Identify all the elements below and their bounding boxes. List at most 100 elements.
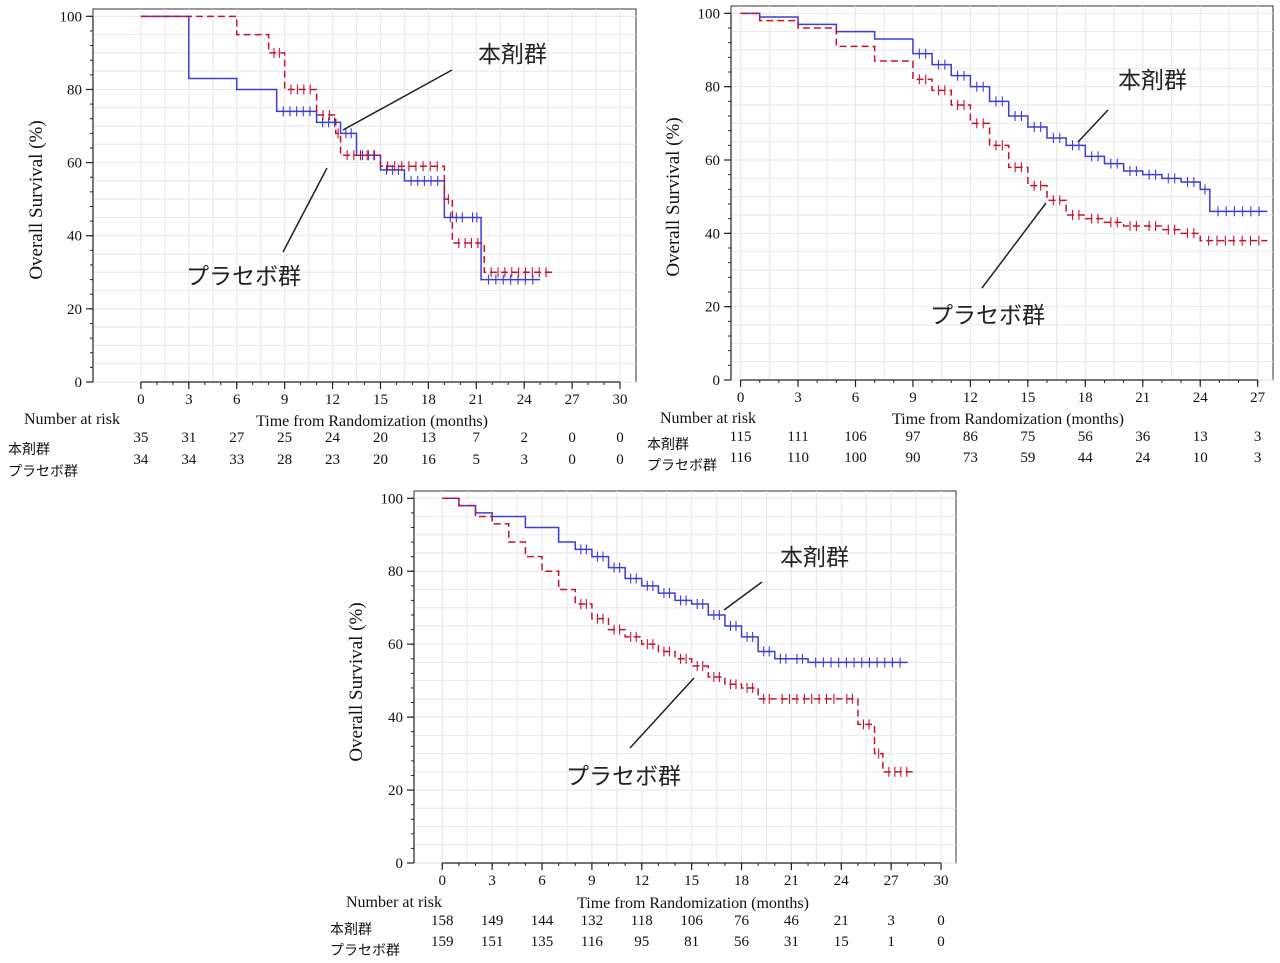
risk-value-placebo: 116	[581, 934, 603, 950]
y-tick-label: 60	[705, 153, 720, 169]
x-tick-label: 0	[439, 873, 447, 889]
risk-value-drug: 0	[937, 913, 945, 929]
risk-value-placebo: 3	[520, 452, 528, 468]
risk-row-label-placebo: プラセボ群	[8, 464, 78, 480]
y-tick-label: 40	[705, 226, 720, 242]
risk-value-drug: 25	[277, 430, 292, 446]
risk-value-drug: 24	[325, 430, 341, 446]
risk-value-drug: 35	[133, 430, 148, 446]
risk-row-label-drug: 本剤群	[8, 442, 50, 458]
risk-value-placebo: 159	[431, 934, 454, 950]
x-axis-label: Time from Randomization (months)	[256, 413, 488, 430]
annotation-pointer-placebo	[629, 677, 695, 749]
risk-value-drug: 3	[1254, 429, 1262, 445]
risk-value-placebo: 3	[1254, 450, 1262, 466]
number-at-risk-header: Number at risk	[24, 411, 120, 428]
risk-value-drug: 106	[680, 913, 703, 929]
annotation-drug: 本剤群	[780, 545, 849, 570]
x-tick-label: 12	[963, 390, 978, 406]
risk-value-placebo: 44	[1078, 450, 1094, 466]
y-tick-label: 100	[381, 491, 404, 507]
annotation-placebo: プラセボ群	[186, 264, 301, 289]
y-tick-label: 80	[705, 80, 720, 96]
grid-lines	[414, 491, 956, 864]
x-tick-label: 27	[884, 873, 900, 889]
x-tick-label: 9	[588, 873, 596, 889]
risk-value-drug: 0	[568, 430, 576, 446]
survival-curves	[140, 15, 553, 285]
risk-value-placebo: 116	[730, 450, 752, 466]
x-tick-label: 24	[834, 873, 850, 889]
axes: 0 3 6 9 12 15 18 21 24 27 0 20 40 60 80 100	[698, 6, 1266, 406]
y-axis-label: Overall Survival (%)	[346, 602, 367, 761]
x-tick-label: 18	[734, 873, 749, 889]
risk-value-placebo: 73	[963, 450, 978, 466]
risk-value-drug: 56	[1078, 429, 1094, 445]
risk-value-placebo: 1	[887, 934, 895, 950]
risk-value-placebo: 59	[1020, 450, 1035, 466]
y-tick-label: 100	[60, 9, 83, 25]
risk-value-drug: 97	[905, 429, 921, 445]
x-tick-label: 15	[684, 873, 699, 889]
y-axis-label: Overall Survival (%)	[26, 120, 47, 279]
annotation-pointer-placebo	[282, 167, 328, 253]
survival-curve-drug	[442, 497, 908, 664]
survival-curve-placebo	[140, 15, 553, 274]
grid-lines	[93, 9, 636, 383]
risk-value-drug: 111	[787, 429, 808, 445]
risk-value-placebo: 33	[229, 452, 244, 468]
risk-value-drug: 21	[834, 913, 849, 929]
x-tick-label: 18	[1078, 390, 1093, 406]
risk-value-drug: 2	[520, 430, 528, 446]
survival-curves	[740, 12, 1268, 246]
plot-frame	[413, 490, 957, 864]
x-tick-label: 27	[1250, 390, 1266, 406]
risk-value-drug: 13	[421, 430, 436, 446]
risk-value-drug: 76	[734, 913, 750, 929]
y-axis-label: Overall Survival (%)	[663, 117, 684, 276]
risk-value-placebo: 151	[481, 934, 504, 950]
x-tick-label: 0	[737, 390, 745, 406]
risk-value-placebo: 100	[844, 450, 867, 466]
x-tick-label: 12	[325, 392, 340, 408]
x-tick-label: 30	[934, 873, 949, 889]
x-tick-label: 18	[421, 392, 436, 408]
risk-value-drug: 149	[481, 913, 504, 929]
x-tick-label: 30	[613, 392, 628, 408]
x-tick-label: 0	[137, 392, 145, 408]
x-tick-label: 6	[538, 873, 546, 889]
risk-value-placebo: 0	[616, 452, 624, 468]
y-tick-label: 100	[698, 6, 721, 22]
risk-value-placebo: 34	[181, 452, 197, 468]
x-tick-label: 15	[1020, 390, 1035, 406]
x-tick-label: 3	[488, 873, 496, 889]
x-tick-label: 21	[784, 873, 799, 889]
risk-value-drug: 31	[181, 430, 196, 446]
risk-value-drug: 0	[616, 430, 624, 446]
risk-value-drug: 27	[229, 430, 245, 446]
annotation-drug: 本剤群	[478, 42, 547, 67]
risk-value-drug: 132	[581, 913, 604, 929]
x-tick-label: 21	[469, 392, 484, 408]
y-tick-label: 80	[67, 82, 82, 98]
risk-value-drug: 115	[730, 429, 752, 445]
y-tick-label: 80	[388, 564, 403, 580]
x-tick-label: 3	[185, 392, 193, 408]
risk-row-label-drug: 本剤群	[647, 437, 689, 453]
risk-value-placebo: 28	[277, 452, 292, 468]
x-tick-label: 27	[565, 392, 581, 408]
risk-row-label-placebo: プラセボ群	[330, 943, 400, 959]
risk-value-drug: 144	[531, 913, 554, 929]
y-tick-label: 0	[396, 856, 404, 872]
risk-value-placebo: 34	[133, 452, 149, 468]
risk-value-drug: 75	[1020, 429, 1035, 445]
survival-curve-placebo	[442, 497, 913, 773]
annotation-pointer-drug	[342, 69, 453, 131]
risk-value-placebo: 15	[834, 934, 849, 950]
risk-value-placebo: 135	[531, 934, 554, 950]
risk-value-placebo: 20	[373, 452, 388, 468]
grid-lines	[731, 6, 1273, 381]
risk-value-drug: 46	[784, 913, 800, 929]
risk-value-placebo: 95	[634, 934, 649, 950]
